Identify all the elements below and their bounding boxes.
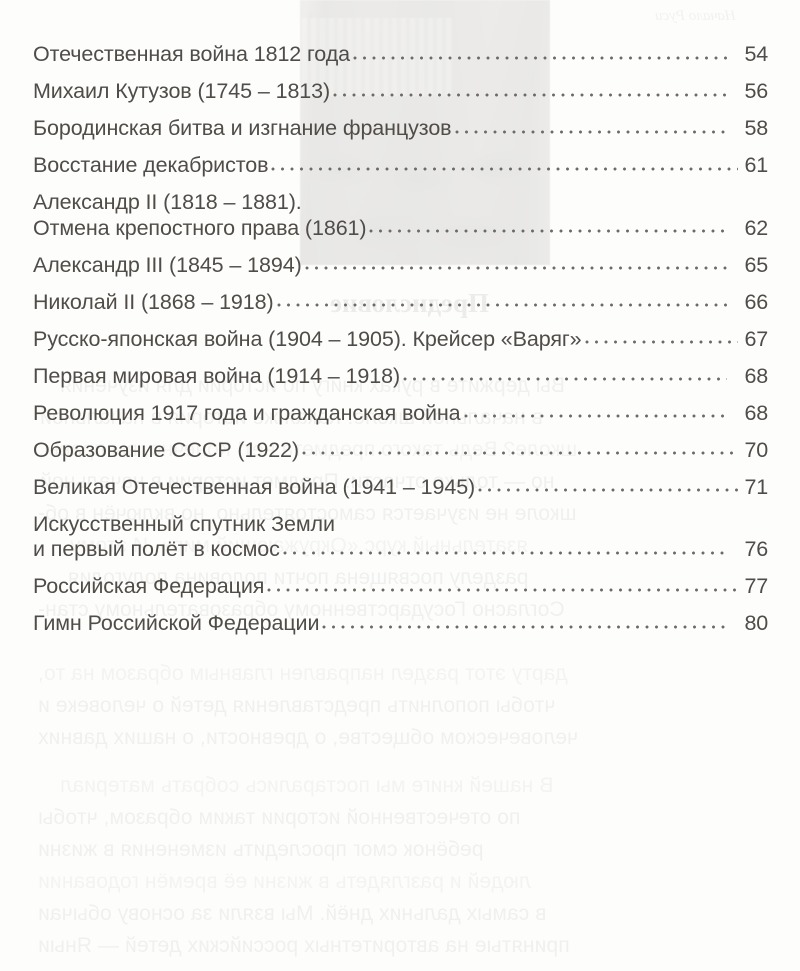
show-through-line: принятые на авторитетных российских дете… xyxy=(38,934,570,957)
toc-entry[interactable]: Великая Отечественная война (1941 – 1945… xyxy=(33,474,768,499)
toc-page-number: 70 xyxy=(744,437,768,462)
toc-leader-dots xyxy=(463,414,727,419)
toc-entry[interactable]: и первый полёт в космос 76 xyxy=(33,537,768,561)
toc-entry-title: Александр II (1818 – 1881). xyxy=(33,190,302,214)
toc-page-number: 56 xyxy=(744,79,768,103)
show-through-line: человеческом обществе, о древности, о на… xyxy=(38,726,578,749)
toc-entry[interactable]: Бородинская битва и изгнание французов 58 xyxy=(33,116,768,140)
toc-leader-dots xyxy=(304,266,727,271)
toc-entry[interactable]: Искусственный спутник Земли xyxy=(33,511,768,536)
toc-entry-title: Александр III (1845 – 1894) xyxy=(33,252,302,277)
toc-page-number: 80 xyxy=(744,611,768,635)
toc-leader-dots xyxy=(353,55,727,61)
toc-leader-dots xyxy=(403,377,727,382)
toc-entry[interactable]: Николай II (1868 – 1918) 66 xyxy=(33,289,768,314)
toc-page-number: 65 xyxy=(744,252,768,277)
toc-entry[interactable]: Первая мировая война (1914 – 1918) 68 xyxy=(33,363,768,388)
show-through-line: по отечественной истории таким образом, … xyxy=(38,806,521,829)
toc-leader-dots xyxy=(282,550,727,556)
toc-entry[interactable]: Отмена крепостного права (1861) 62 xyxy=(33,215,768,240)
table-of-contents: Отечественная война 1812 года 54 Михаил Ку… xyxy=(33,42,768,635)
toc-page-number: 76 xyxy=(744,537,768,561)
toc-entry[interactable]: Революция 1917 года и гражданская война 6… xyxy=(33,400,768,425)
show-through-line: дарту этот раздел направлен главным обра… xyxy=(38,662,568,686)
toc-leader-dots xyxy=(322,624,727,630)
toc-page-number: 68 xyxy=(744,363,768,388)
toc-entry-title: Бородинская битва и изгнание французов xyxy=(33,116,452,140)
toc-leader-dots xyxy=(454,129,727,135)
toc-page-number: 58 xyxy=(744,116,768,140)
toc-leader-dots xyxy=(271,166,738,172)
show-through-line: В нашей книге мы постарались собрать мат… xyxy=(60,774,553,798)
toc-entry-title: Михаил Кутузов (1745 – 1813) xyxy=(33,79,331,103)
toc-entry-title: Революция 1917 года и гражданская война xyxy=(33,400,461,425)
show-through-line: ребёнок смог проследить изменения в жизн… xyxy=(38,838,484,861)
show-through-line: чтобы пополнить представления детей о че… xyxy=(38,694,556,717)
show-through-line: людей и разглядеть в жизни её времён год… xyxy=(38,870,531,894)
toc-entry[interactable]: Российская Федерация 77 xyxy=(33,574,768,598)
toc-entry-title: Гимн Российской Федерации xyxy=(33,611,320,635)
toc-entry-title: Николай II (1868 – 1918) xyxy=(33,289,274,314)
toc-page-number: 62 xyxy=(744,215,768,240)
toc-leader-dots xyxy=(478,488,738,493)
toc-entry-title: Искусственный спутник Земли xyxy=(33,511,335,536)
toc-entry-title: Русско-японская война (1904 – 1905). Кре… xyxy=(33,326,582,351)
toc-page-number: 67 xyxy=(744,326,768,351)
toc-page-number: 68 xyxy=(744,400,768,425)
toc-entry[interactable]: Гимн Российской Федерации 80 xyxy=(33,611,768,635)
toc-entry-title: Образование СССР (1922) xyxy=(33,437,299,462)
toc-entry[interactable]: Александр II (1818 – 1881). xyxy=(33,190,768,214)
toc-leader-dots xyxy=(333,92,727,98)
toc-entry[interactable]: Отечественная война 1812 года 54 xyxy=(33,42,768,66)
toc-entry-title: Восстание декабристов xyxy=(33,153,269,177)
toc-page-number: 77 xyxy=(744,574,768,598)
toc-page-number: 61 xyxy=(744,153,768,177)
toc-leader-dots xyxy=(276,303,727,308)
toc-entry[interactable]: Русско-японская война (1904 – 1905). Кре… xyxy=(33,326,768,351)
toc-page-number: 54 xyxy=(744,42,768,66)
toc-page-number: 66 xyxy=(744,289,768,314)
toc-entry-title: Великая Отечественная война (1941 – 1945… xyxy=(33,474,476,499)
toc-entry-title: Отечественная война 1812 года xyxy=(33,42,350,66)
show-through-line: в самых дальних днёй. Мы взяли за основу… xyxy=(38,902,547,925)
toc-entry-title: Российская Федерация xyxy=(33,574,265,598)
toc-leader-dots xyxy=(369,229,727,234)
toc-leader-dots xyxy=(301,451,738,456)
toc-entry-title: Первая мировая война (1914 – 1918) xyxy=(33,363,401,388)
toc-leader-dots xyxy=(267,587,738,593)
toc-entry[interactable]: Михаил Кутузов (1745 – 1813) 56 xyxy=(33,79,768,103)
toc-entry[interactable]: Восстание декабристов 61 xyxy=(33,153,768,177)
toc-leader-dots xyxy=(584,340,738,345)
toc-entry-title: Отмена крепостного права (1861) xyxy=(33,215,367,240)
toc-entry[interactable]: Александр III (1845 – 1894) 65 xyxy=(33,252,768,277)
toc-entry-title: и первый полёт в космос xyxy=(33,537,280,561)
toc-entry[interactable]: Образование СССР (1922) 70 xyxy=(33,437,768,462)
toc-page-number: 71 xyxy=(744,474,768,499)
